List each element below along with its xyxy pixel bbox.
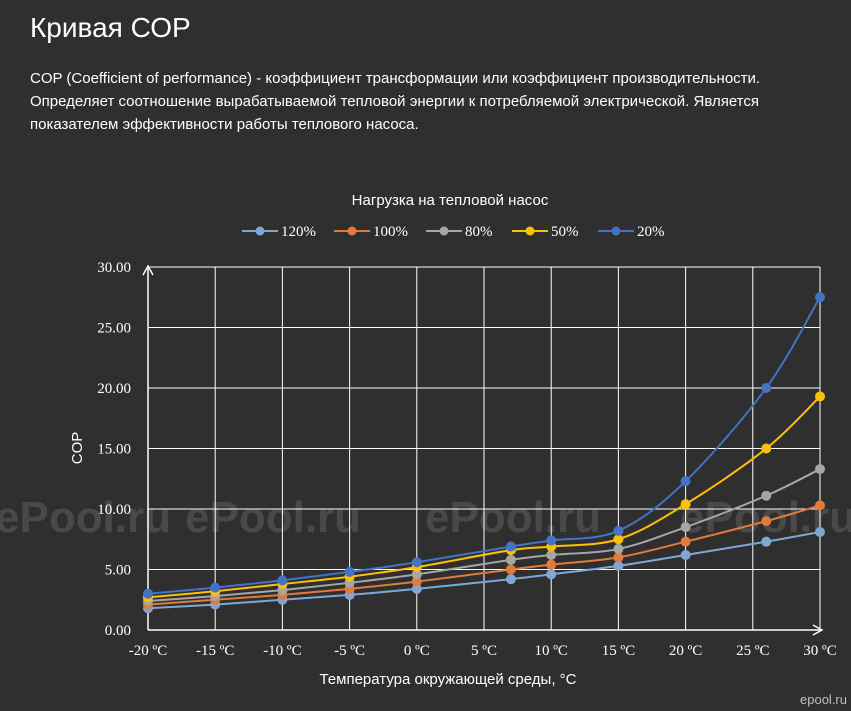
y-tick-label: 30.00 xyxy=(97,260,131,276)
legend-swatch-marker xyxy=(439,226,449,236)
x-tick-label: -5 ºC xyxy=(334,643,365,659)
x-tick-label: 10 ºC xyxy=(534,643,567,659)
corner-watermark: epool.ru xyxy=(800,692,847,707)
page-description: COP (Coefficient of performance) - коэфф… xyxy=(30,70,761,133)
series-line-20pct xyxy=(147,296,821,595)
legend-item-20pct: 20% xyxy=(598,224,665,240)
data-point xyxy=(505,541,516,552)
data-point xyxy=(505,564,516,575)
data-point xyxy=(143,588,153,599)
chart-axes xyxy=(142,264,824,636)
legend-label: 120% xyxy=(281,224,316,240)
x-tick-label: -20 ºC xyxy=(129,643,167,659)
data-point xyxy=(680,549,691,560)
legend-label: 20% xyxy=(637,224,665,240)
data-point xyxy=(613,534,624,545)
x-tick-label: 0 ºC xyxy=(404,643,430,659)
data-point xyxy=(546,569,557,580)
data-point xyxy=(613,552,624,563)
data-point xyxy=(411,583,422,594)
data-point xyxy=(815,526,825,537)
y-tick-label: 20.00 xyxy=(97,381,131,397)
data-point xyxy=(680,522,691,533)
data-point xyxy=(680,499,691,510)
data-point xyxy=(546,549,557,560)
data-point xyxy=(546,535,557,546)
x-axis-label: Температура окружающей среды, °С xyxy=(319,671,576,688)
x-tick-label: 25 ºC xyxy=(736,643,769,659)
data-point xyxy=(613,543,624,554)
data-point xyxy=(680,536,691,547)
legend-swatch-marker xyxy=(347,226,357,236)
series-20pct xyxy=(143,292,825,599)
data-point xyxy=(613,560,624,571)
data-point xyxy=(411,557,422,568)
legend-label: 100% xyxy=(373,224,408,240)
data-point xyxy=(815,500,825,511)
chart-series xyxy=(143,292,825,614)
legend-item-120pct: 120% xyxy=(242,224,316,240)
data-point xyxy=(411,576,422,587)
data-point xyxy=(505,574,516,585)
data-point xyxy=(277,575,288,586)
y-axis-arrow xyxy=(142,264,154,276)
data-point xyxy=(761,490,772,501)
data-point xyxy=(210,582,221,593)
data-point xyxy=(815,464,825,475)
chart-grid xyxy=(147,266,821,631)
page-title: Кривая СОР xyxy=(30,12,191,43)
legend-swatch-marker xyxy=(525,226,535,236)
data-point xyxy=(761,536,772,547)
y-tick-label: 5.00 xyxy=(105,563,131,579)
watermark-wm-2: ePool.ru xyxy=(185,493,361,542)
chart-legend: 120% 100% 80% 50% 20% xyxy=(242,224,665,240)
chart-title: Нагрузка на тепловой насос xyxy=(352,192,549,209)
y-tick-label: 15.00 xyxy=(97,442,131,458)
legend-label: 50% xyxy=(551,224,579,240)
legend-item-50pct: 50% xyxy=(512,224,579,240)
y-tick-label: 0.00 xyxy=(105,623,131,639)
data-point xyxy=(505,554,516,565)
data-point xyxy=(680,476,691,487)
data-point xyxy=(815,292,825,303)
chart-ticks: 0.00 5.00 10.00 15.00 20.00 25.00 30.00 -20 ºC -… xyxy=(97,260,836,659)
legend-item-80pct: 80% xyxy=(426,224,493,240)
legend-swatch-marker xyxy=(611,226,621,236)
x-tick-label: 30 ºC xyxy=(803,643,836,659)
legend-swatch-marker xyxy=(255,226,265,236)
x-tick-label: 20 ºC xyxy=(669,643,702,659)
data-point xyxy=(546,559,557,570)
x-tick-label: 5 ºC xyxy=(471,643,497,659)
data-point xyxy=(761,516,772,527)
data-point xyxy=(761,443,772,454)
watermark-wm-3: ePool.ru xyxy=(425,493,601,542)
legend-item-100pct: 100% xyxy=(334,224,408,240)
y-axis-label: COP xyxy=(69,432,86,465)
data-point xyxy=(815,391,825,402)
data-point xyxy=(344,566,355,577)
y-tick-label: 10.00 xyxy=(97,502,131,518)
data-point xyxy=(761,383,772,393)
y-tick-label: 25.00 xyxy=(97,321,131,337)
x-tick-label: -10 ºC xyxy=(263,643,301,659)
legend-label: 80% xyxy=(465,224,493,240)
data-point xyxy=(613,525,624,536)
watermark-wm-1: ePool.ru xyxy=(0,493,171,542)
x-tick-label: -15 ºC xyxy=(196,643,234,659)
data-point xyxy=(411,569,422,580)
x-axis-arrow xyxy=(812,624,824,636)
x-tick-label: 15 ºC xyxy=(602,643,635,659)
